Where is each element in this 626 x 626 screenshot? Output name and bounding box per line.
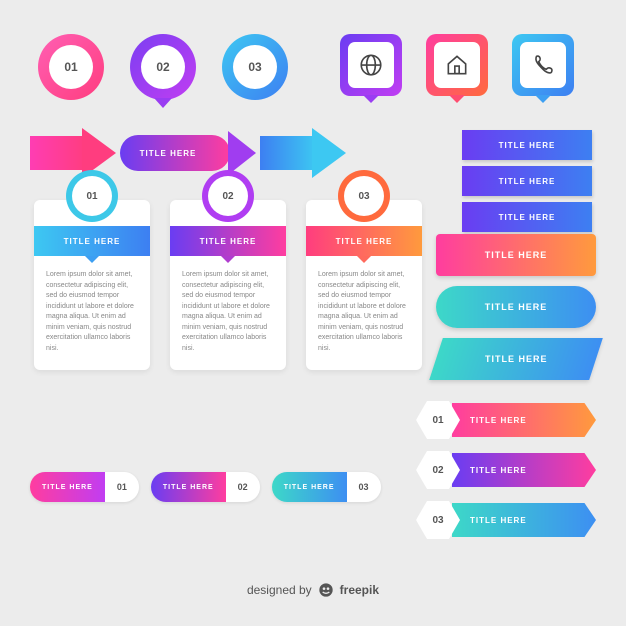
numbered-circles-row: 01 02 03 [38,34,288,100]
hexagon-label: TITLE HERE [452,403,596,437]
freepik-icon [318,582,334,598]
mini-pill-03: TITLE HERE 03 [272,472,381,502]
card-body-text: Lorem ipsum dolor sit amet, consectetur … [170,256,286,358]
arrows-row: TITLE HERE [30,130,350,176]
big-pill-round: TITLE HERE [436,286,596,328]
arrow-right [260,130,350,176]
circle-badge-03: 03 [222,34,288,100]
mini-pill-number: 02 [226,472,260,502]
arrow-pill-label: TITLE HERE [120,135,230,171]
home-icon [444,52,470,78]
side-button-3: TITLE HERE [462,202,592,232]
icon-square-home [426,34,488,96]
hex-row-03: 03 TITLE HERE [416,500,596,540]
card-title-bar: TITLE HERE [306,226,422,256]
card-number-badge: 03 [344,176,384,216]
card-body-text: Lorem ipsum dolor sit amet, consectetur … [306,256,422,358]
icon-square-globe [340,34,402,96]
circle-badge-01: 01 [38,34,104,100]
footer-prefix: designed by [247,583,312,597]
hexagon-label: TITLE HERE [452,453,596,487]
big-pill-rect: TITLE HERE [436,234,596,276]
mini-pill-label: TITLE HERE [151,472,226,502]
mini-pill-02: TITLE HERE 02 [151,472,260,502]
icon-square-phone [512,34,574,96]
hex-row-02: 02 TITLE HERE [416,450,596,490]
phone-icon [530,52,556,78]
mini-pill-label: TITLE HERE [30,472,105,502]
hex-row-01: 01 TITLE HERE [416,400,596,440]
footer-brand: freepik [340,583,379,597]
side-buttons-column: TITLE HERE TITLE HERE TITLE HERE [462,130,592,232]
card-title-bar: TITLE HERE [170,226,286,256]
side-button-1: TITLE HERE [462,130,592,160]
side-button-2: TITLE HERE [462,166,592,196]
info-card-02: 02 TITLE HERE Lorem ipsum dolor sit amet… [170,200,286,370]
circle-badge-number: 02 [141,45,185,89]
arrow-left [30,130,120,176]
circle-badge-number: 03 [233,45,277,89]
info-cards-row: 01 TITLE HERE Lorem ipsum dolor sit amet… [34,200,422,370]
hexagon-label: TITLE HERE [452,503,596,537]
card-title-bar: TITLE HERE [34,226,150,256]
hexagon-rows-column: 01 TITLE HERE 02 TITLE HERE 03 TITLE HER… [416,400,596,540]
mini-pill-number: 03 [347,472,381,502]
attribution-footer: designed by freepik [0,582,626,598]
card-number-badge: 01 [72,176,112,216]
big-pills-column: TITLE HERETITLE HERETITLE HERE [436,234,596,380]
mini-pill-01: TITLE HERE 01 [30,472,139,502]
mini-pills-row: TITLE HERE 01 TITLE HERE 02 TITLE HERE 0… [30,472,381,502]
mini-pill-number: 01 [105,472,139,502]
circle-badge-number: 01 [49,45,93,89]
big-pill-skew: TITLE HERE [429,338,603,380]
circle-badge-02: 02 [130,34,196,100]
card-body-text: Lorem ipsum dolor sit amet, consectetur … [34,256,150,358]
info-card-03: 03 TITLE HERE Lorem ipsum dolor sit amet… [306,200,422,370]
globe-icon [358,52,384,78]
card-number-badge: 02 [208,176,248,216]
icon-squares-row [340,34,574,96]
info-card-01: 01 TITLE HERE Lorem ipsum dolor sit amet… [34,200,150,370]
mini-pill-label: TITLE HERE [272,472,347,502]
